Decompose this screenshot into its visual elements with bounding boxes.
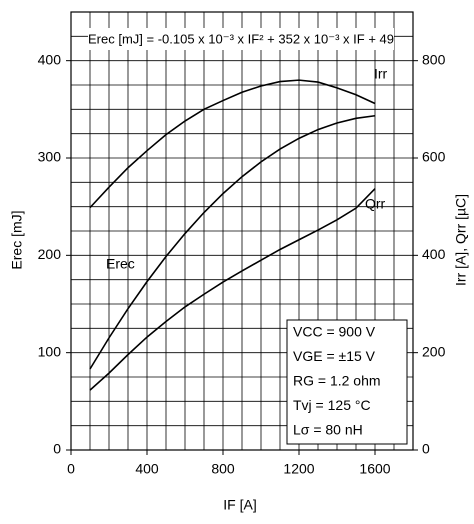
x-tick-label: 1600 — [359, 461, 390, 477]
y-tick-label: 200 — [38, 246, 62, 262]
annotation: Erec [mJ] = -0.105 x 10⁻³ x IF² + 352 x … — [88, 31, 394, 46]
y2-tick-label: 0 — [422, 441, 430, 457]
y2-tick-label: 800 — [422, 51, 446, 67]
y-tick-label: 300 — [38, 149, 62, 165]
y-tick-label: 100 — [38, 343, 62, 359]
condition: VCC = 900 V — [293, 324, 376, 340]
condition: Lσ = 80 nH — [293, 422, 363, 438]
x-axis-title: IF [A] — [223, 497, 256, 513]
line — [89, 79, 376, 209]
conditions-box — [286, 319, 408, 445]
line — [89, 188, 376, 391]
condition: Tvj = 125 °C — [293, 397, 371, 413]
y-tick-label: 0 — [53, 441, 61, 457]
annotation-box — [88, 28, 394, 50]
y2-tick-label: 200 — [422, 343, 446, 359]
y2-tick-label: 400 — [422, 246, 446, 262]
y2-axis-title: Irr [A], Qrr [µC] — [453, 194, 469, 286]
x-tick-label: 800 — [211, 461, 235, 477]
x-tick-label: 400 — [135, 461, 159, 477]
condition: VGE = ±15 V — [293, 348, 376, 364]
y-tick-label: 400 — [38, 51, 62, 67]
y-axis-title: Erec [mJ] — [9, 210, 25, 269]
series-label: Irr — [374, 66, 388, 82]
line — [89, 114, 376, 370]
series-label: Qrr — [365, 196, 386, 212]
y2-tick-label: 600 — [422, 149, 446, 165]
x-tick-label: 0 — [67, 461, 75, 477]
series-label: Erec — [106, 256, 135, 272]
x-tick-label: 1200 — [283, 461, 314, 477]
condition: RG = 1.2 ohm — [293, 373, 381, 389]
